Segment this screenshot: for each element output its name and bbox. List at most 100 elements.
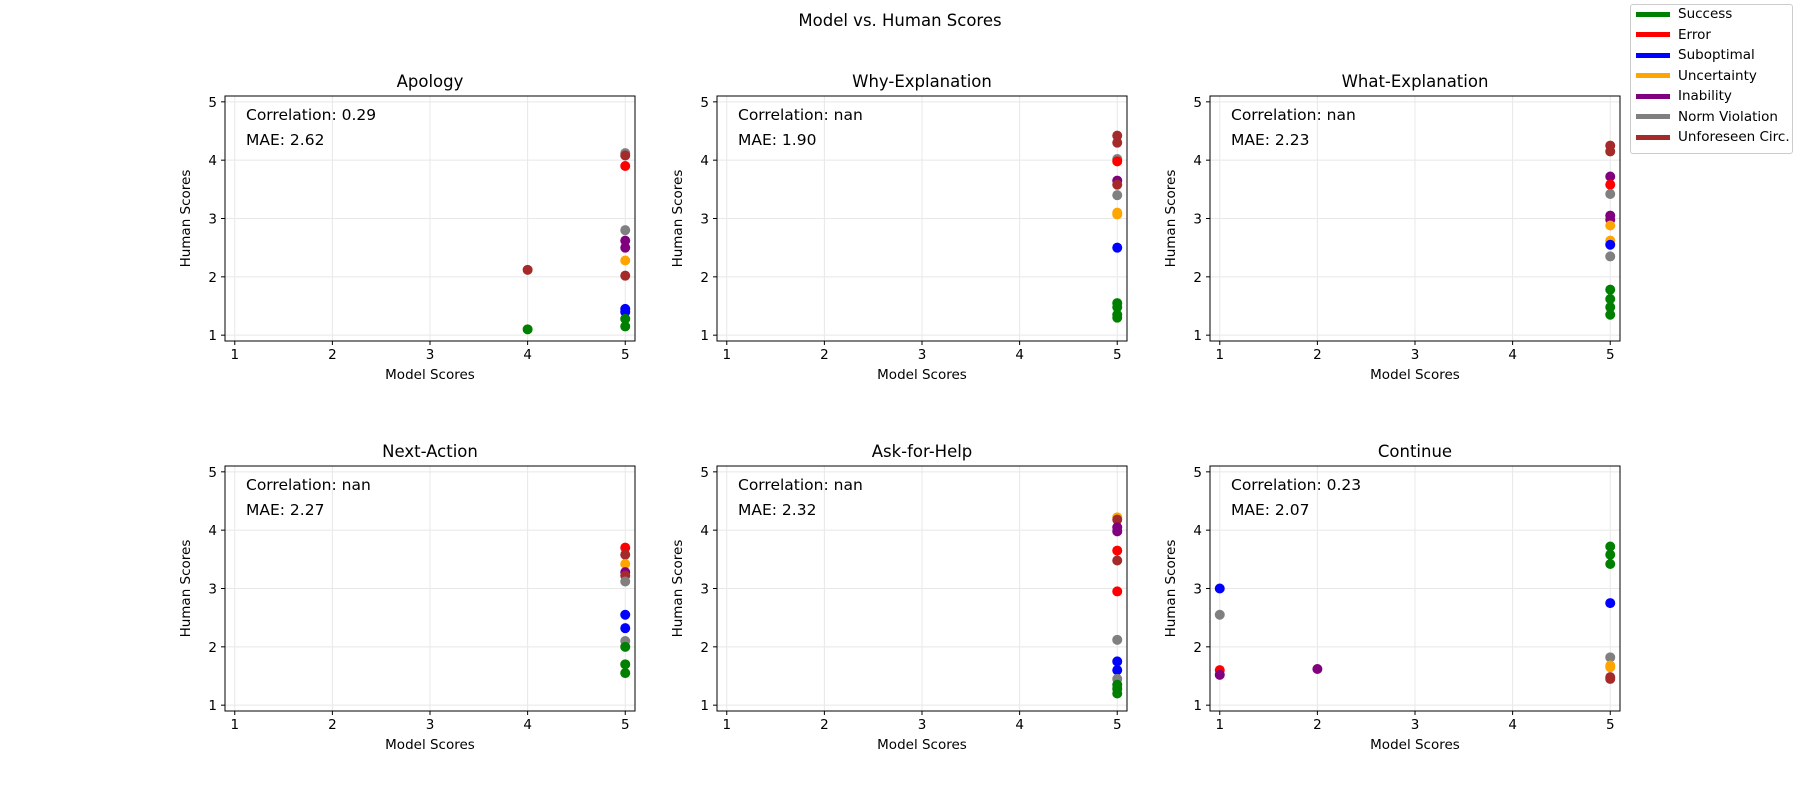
- mae-annotation: MAE: 2.32: [738, 501, 816, 519]
- legend-swatch: [1636, 32, 1670, 37]
- legend-label: Error: [1678, 26, 1711, 43]
- x-tick-label: 3: [426, 717, 435, 733]
- data-point: [1605, 662, 1616, 673]
- y-tick-label: 3: [700, 212, 709, 228]
- data-point: [620, 270, 631, 281]
- y-tick-label: 2: [208, 270, 217, 286]
- data-point: [1605, 284, 1616, 295]
- data-point: [620, 242, 631, 253]
- legend-item: Error: [1636, 26, 1711, 44]
- x-tick-label: 3: [426, 347, 435, 363]
- y-tick-label: 4: [1193, 153, 1202, 169]
- x-tick-label: 3: [1411, 347, 1420, 363]
- data-point: [620, 235, 631, 246]
- data-point: [620, 559, 631, 569]
- x-tick-label: 4: [1508, 717, 1517, 733]
- y-tick-label: 1: [1193, 698, 1202, 714]
- legend-label: Norm Violation: [1678, 108, 1778, 125]
- x-tick-label: 3: [918, 717, 927, 733]
- data-point: [1605, 541, 1616, 552]
- subplot-title: What-Explanation: [1342, 72, 1489, 91]
- x-tick-label: 2: [1313, 347, 1322, 363]
- data-point: [620, 549, 631, 560]
- data-point: [522, 264, 533, 275]
- x-tick-label: 1: [230, 347, 239, 363]
- plot-frame: [1209, 465, 1621, 712]
- subplot-what-explanation: 1 2 3 4 5 1 2 3 4 5 What-Explanation Model Scores Hu…: [1163, 72, 1621, 383]
- plot-frame: [716, 95, 1128, 342]
- x-axis-label: Model Scores: [385, 737, 475, 753]
- data-point: [1112, 665, 1123, 676]
- data-point: [1112, 302, 1123, 313]
- data-point: [1605, 220, 1616, 231]
- data-point: [1605, 549, 1616, 560]
- y-axis-label: Human Scores: [670, 540, 686, 638]
- correlation-annotation: Correlation: nan: [738, 476, 863, 494]
- data-point: [522, 324, 533, 335]
- data-point: [1605, 673, 1616, 684]
- y-tick-label: 5: [700, 95, 709, 111]
- x-tick-label: 3: [1411, 717, 1420, 733]
- data-point: [1605, 179, 1616, 190]
- x-tick-label: 4: [1508, 347, 1517, 363]
- y-tick-label: 3: [1193, 582, 1202, 598]
- y-tick-label: 1: [208, 328, 217, 344]
- y-tick-label: 4: [700, 153, 709, 169]
- data-point: [1112, 545, 1123, 556]
- y-tick-label: 4: [700, 523, 709, 539]
- data-point: [1112, 209, 1123, 220]
- data-point: [620, 668, 631, 679]
- y-tick-label: 2: [700, 640, 709, 656]
- mae-annotation: MAE: 1.90: [738, 131, 816, 149]
- legend-item: Suboptimal: [1636, 46, 1755, 64]
- data-point: [1112, 312, 1123, 323]
- plot-frame: [224, 95, 636, 342]
- data-point: [1112, 190, 1123, 201]
- data-point: [1605, 239, 1616, 250]
- data-point: [1605, 598, 1616, 609]
- legend-label: Unforeseen Circ.: [1678, 129, 1790, 145]
- data-point: [620, 623, 631, 634]
- data-point: [1112, 688, 1123, 699]
- x-tick-label: 5: [1113, 717, 1122, 733]
- y-tick-label: 1: [700, 328, 709, 344]
- subplot-title: Ask-for-Help: [872, 442, 973, 461]
- data-point: [1605, 294, 1616, 304]
- y-tick-label: 5: [1193, 465, 1202, 481]
- mae-annotation: MAE: 2.62: [246, 131, 324, 149]
- x-tick-label: 2: [820, 347, 829, 363]
- x-tick-label: 5: [1113, 347, 1122, 363]
- data-point: [1112, 634, 1123, 645]
- legend: Success Error Suboptimal Uncertainty Inabili…: [1630, 4, 1793, 154]
- x-tick-label: 5: [1606, 717, 1615, 733]
- data-point: [620, 659, 631, 670]
- legend-label: Inability: [1678, 88, 1732, 104]
- y-tick-label: 3: [208, 582, 217, 598]
- subplot-title: Why-Explanation: [852, 72, 992, 91]
- y-tick-label: 4: [1193, 523, 1202, 539]
- legend-swatch: [1636, 52, 1670, 58]
- x-tick-label: 5: [621, 717, 630, 733]
- y-tick-label: 1: [1193, 328, 1202, 344]
- data-point: [620, 225, 631, 236]
- correlation-annotation: Correlation: 0.23: [1231, 476, 1361, 494]
- legend-item: Inability: [1636, 87, 1732, 105]
- plot-frame: [716, 465, 1128, 712]
- correlation-annotation: Correlation: 0.29: [246, 106, 376, 124]
- subplot-apology: 1 2 3 4 5 1 2 3 4 5 Apology Model Scores Human Score…: [178, 72, 636, 383]
- y-tick-label: 2: [208, 640, 217, 656]
- data-point: [620, 306, 631, 317]
- data-point: [1214, 609, 1225, 620]
- x-tick-label: 1: [722, 347, 731, 363]
- y-tick-label: 4: [208, 153, 217, 169]
- y-tick-label: 2: [1193, 270, 1202, 286]
- y-tick-label: 2: [1193, 640, 1202, 656]
- x-tick-label: 1: [230, 717, 239, 733]
- data-point: [620, 313, 631, 324]
- data-point: [1112, 656, 1123, 667]
- data-point: [1112, 130, 1123, 141]
- legend-swatch: [1636, 114, 1670, 119]
- data-point: [1605, 189, 1616, 199]
- x-axis-label: Model Scores: [877, 737, 967, 753]
